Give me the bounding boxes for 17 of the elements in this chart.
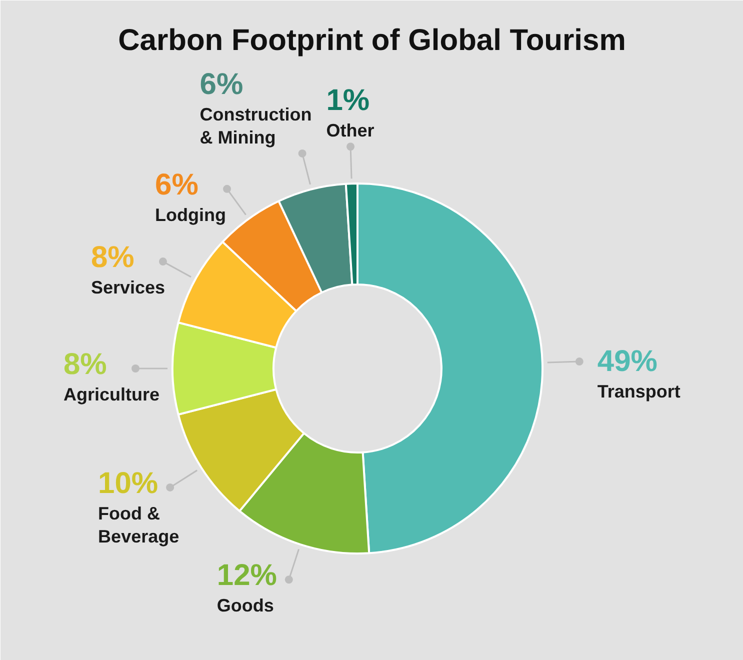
slice-label: Lodging — [155, 204, 226, 225]
data-label: 6% — [200, 68, 244, 101]
data-label: 6% — [155, 168, 198, 202]
data-label: 10% — [98, 466, 158, 500]
chart-title: Carbon Footprint of Global Tourism — [118, 24, 626, 57]
slice-label: Agriculture — [64, 384, 160, 404]
slice-label: Services — [90, 278, 166, 298]
data-label: 8% — [64, 348, 107, 381]
slice-label: Transport — [597, 382, 680, 402]
data-label: 12% — [216, 559, 277, 592]
data-label: 8% — [90, 241, 134, 274]
slice-label: Goods — [216, 596, 274, 616]
slice-label: Construction & Mining — [200, 104, 312, 148]
slice-label: Other — [326, 120, 374, 141]
data-label: 49% — [597, 345, 658, 378]
slice-label: Food & Beverage — [98, 503, 180, 546]
data-label: 1% — [326, 84, 370, 118]
